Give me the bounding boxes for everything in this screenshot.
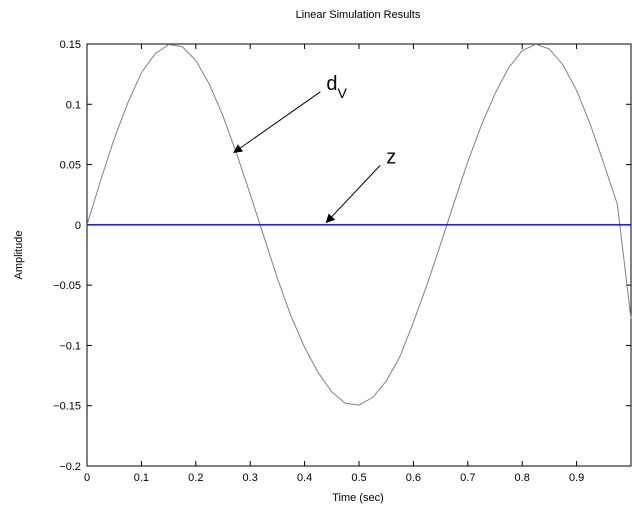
annotation-subscript: V — [337, 85, 347, 101]
x-tick-label: 0.3 — [243, 472, 258, 484]
x-axis: 0 0.1 0.2 0.3 0.4 0.5 0.6 0.7 0.8 0.9 — [84, 44, 584, 484]
y-tick-label: −0.2 — [59, 461, 81, 473]
x-tick-label: 0.4 — [297, 472, 312, 484]
x-tick-label: 0.2 — [188, 472, 203, 484]
y-tick-label: 0.05 — [60, 160, 81, 172]
annotation-label: z — [386, 146, 396, 168]
x-tick-label: 0.5 — [351, 472, 366, 484]
x-tick-label: 0 — [84, 472, 90, 484]
y-axis-label: Amplitude — [13, 231, 25, 280]
x-tick-label: 0.8 — [515, 472, 530, 484]
plot-area — [86, 43, 632, 467]
series-line-0 — [86, 43, 632, 406]
chart-title: Linear Simulation Results — [296, 9, 421, 21]
x-axis-label: Time (sec) — [332, 492, 384, 504]
annotation-layer: dVz — [233, 73, 396, 224]
y-tick-label: −0.1 — [59, 340, 81, 352]
x-tick-label: 0.9 — [569, 472, 584, 484]
y-tick-label: −0.05 — [53, 280, 81, 292]
y-tick-label: −0.15 — [53, 401, 81, 413]
y-tick-label: 0.1 — [66, 99, 81, 111]
annotation-arrow — [233, 91, 321, 154]
x-tick-label: 0.1 — [134, 472, 149, 484]
annotation-text: z — [386, 146, 396, 168]
y-tick-label: 0.15 — [60, 39, 81, 51]
annotation-arrow — [325, 165, 381, 224]
annotation-text: d — [326, 73, 337, 95]
x-tick-label: 0.7 — [460, 472, 475, 484]
annotation-label: dV — [326, 73, 347, 101]
y-tick-label: 0 — [75, 220, 81, 232]
series-layer — [86, 43, 632, 406]
y-axis: −0.2 −0.15 −0.1 −0.05 0 0.05 0.1 0.15 — [53, 39, 631, 473]
x-tick-label: 0.6 — [406, 472, 421, 484]
